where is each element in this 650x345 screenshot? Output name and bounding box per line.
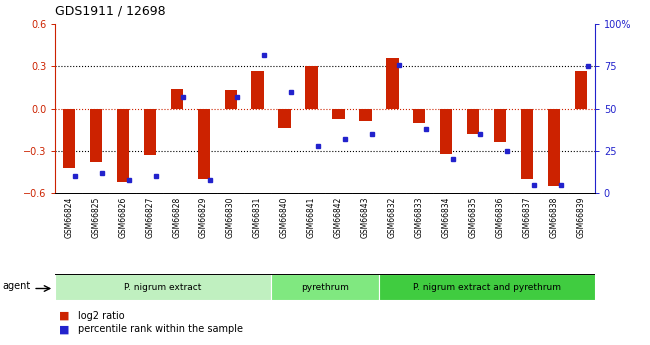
Bar (332, 109, 345, 119)
Bar (90, 109, 102, 162)
Text: GSM66827: GSM66827 (145, 196, 154, 238)
Bar (413, 109, 426, 123)
Bar (467, 109, 480, 134)
Bar (306, 66, 318, 109)
Text: GSM66830: GSM66830 (226, 196, 235, 238)
Text: agent: agent (3, 281, 31, 291)
Bar (494, 109, 506, 142)
Bar (278, 109, 291, 128)
Bar (198, 109, 210, 179)
Text: log2 ratio: log2 ratio (78, 311, 125, 321)
Bar (224, 90, 237, 109)
Text: GSM66839: GSM66839 (577, 196, 586, 238)
Text: percentile rank within the sample: percentile rank within the sample (78, 325, 243, 334)
Bar (440, 109, 452, 154)
Bar (548, 109, 560, 186)
Text: GSM66835: GSM66835 (469, 196, 478, 238)
Bar (170, 89, 183, 109)
Bar (359, 109, 372, 121)
Bar (386, 58, 398, 109)
Text: GSM66842: GSM66842 (334, 196, 343, 238)
Text: GDS1911 / 12698: GDS1911 / 12698 (55, 4, 166, 17)
Text: pyrethrum: pyrethrum (301, 283, 349, 292)
Text: ■: ■ (58, 311, 69, 321)
Text: GSM66843: GSM66843 (361, 196, 370, 238)
Text: P. nigrum extract: P. nigrum extract (124, 283, 202, 292)
Text: GSM66828: GSM66828 (172, 196, 181, 238)
Text: GSM66837: GSM66837 (523, 196, 532, 238)
Bar (252, 71, 264, 109)
Text: GSM66824: GSM66824 (64, 196, 73, 238)
Text: ■: ■ (58, 325, 69, 334)
Text: GSM66833: GSM66833 (415, 196, 424, 238)
Bar (116, 109, 129, 182)
Bar (575, 71, 588, 109)
Bar (144, 109, 156, 155)
Text: GSM66836: GSM66836 (496, 196, 505, 238)
Text: GSM66829: GSM66829 (199, 196, 208, 238)
Text: GSM66826: GSM66826 (118, 196, 127, 238)
Bar (62, 109, 75, 168)
Bar (521, 109, 534, 179)
Text: GSM66834: GSM66834 (442, 196, 451, 238)
Text: GSM66838: GSM66838 (550, 196, 559, 238)
Text: GSM66831: GSM66831 (253, 196, 262, 238)
Bar (379, 274, 595, 300)
Bar (271, 274, 379, 300)
Text: GSM66841: GSM66841 (307, 196, 316, 238)
Text: GSM66832: GSM66832 (388, 196, 397, 238)
Text: GSM66825: GSM66825 (91, 196, 100, 238)
Bar (55, 274, 271, 300)
Text: GSM66840: GSM66840 (280, 196, 289, 238)
Text: P. nigrum extract and pyrethrum: P. nigrum extract and pyrethrum (413, 283, 561, 292)
